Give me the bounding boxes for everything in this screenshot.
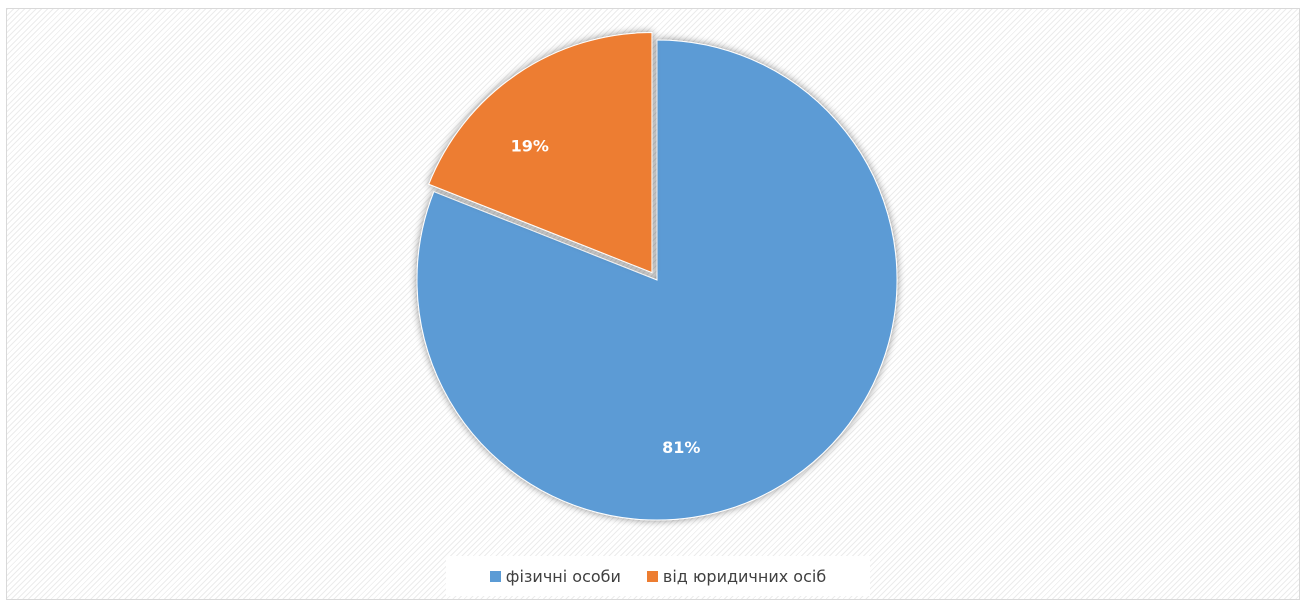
data-label-legal-entities: 19% — [511, 136, 549, 155]
data-label-individuals: 81% — [662, 438, 700, 457]
legend-item-individuals: фізичні особи — [489, 566, 621, 586]
chart-legend: фізичні особи від юридичних осіб — [446, 556, 870, 596]
legend-label-legal-entities: від юридичних осіб — [662, 566, 827, 586]
slice-legal-entities — [428, 32, 653, 274]
legend-swatch-individuals — [489, 570, 501, 582]
legend-label-individuals: фізичні особи — [505, 566, 621, 586]
legend-swatch-legal-entities — [646, 570, 658, 582]
slice-individuals — [416, 39, 898, 521]
legend-item-legal-entities: від юридичних осіб — [646, 566, 827, 586]
